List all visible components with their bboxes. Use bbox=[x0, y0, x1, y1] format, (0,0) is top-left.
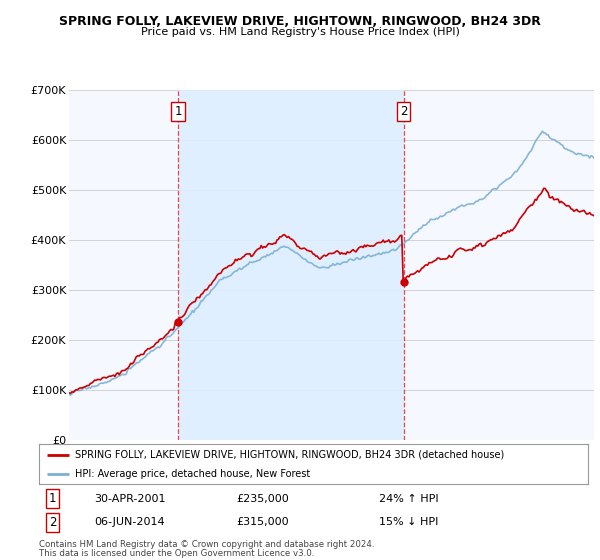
Text: 30-APR-2001: 30-APR-2001 bbox=[94, 493, 166, 503]
Text: 1: 1 bbox=[49, 492, 56, 505]
Text: 15% ↓ HPI: 15% ↓ HPI bbox=[379, 517, 439, 527]
Text: £235,000: £235,000 bbox=[236, 493, 289, 503]
Text: SPRING FOLLY, LAKEVIEW DRIVE, HIGHTOWN, RINGWOOD, BH24 3DR: SPRING FOLLY, LAKEVIEW DRIVE, HIGHTOWN, … bbox=[59, 15, 541, 28]
Text: 24% ↑ HPI: 24% ↑ HPI bbox=[379, 493, 439, 503]
Text: This data is licensed under the Open Government Licence v3.0.: This data is licensed under the Open Gov… bbox=[39, 549, 314, 558]
Text: 2: 2 bbox=[400, 105, 407, 118]
Text: HPI: Average price, detached house, New Forest: HPI: Average price, detached house, New … bbox=[74, 469, 310, 478]
Text: Price paid vs. HM Land Registry's House Price Index (HPI): Price paid vs. HM Land Registry's House … bbox=[140, 27, 460, 37]
Text: SPRING FOLLY, LAKEVIEW DRIVE, HIGHTOWN, RINGWOOD, BH24 3DR (detached house): SPRING FOLLY, LAKEVIEW DRIVE, HIGHTOWN, … bbox=[74, 450, 504, 460]
Bar bbox=[178, 90, 404, 440]
Text: 1: 1 bbox=[174, 105, 182, 118]
Text: 2: 2 bbox=[49, 516, 56, 529]
Text: 06-JUN-2014: 06-JUN-2014 bbox=[94, 517, 164, 527]
Text: Contains HM Land Registry data © Crown copyright and database right 2024.: Contains HM Land Registry data © Crown c… bbox=[39, 540, 374, 549]
Text: £315,000: £315,000 bbox=[236, 517, 289, 527]
